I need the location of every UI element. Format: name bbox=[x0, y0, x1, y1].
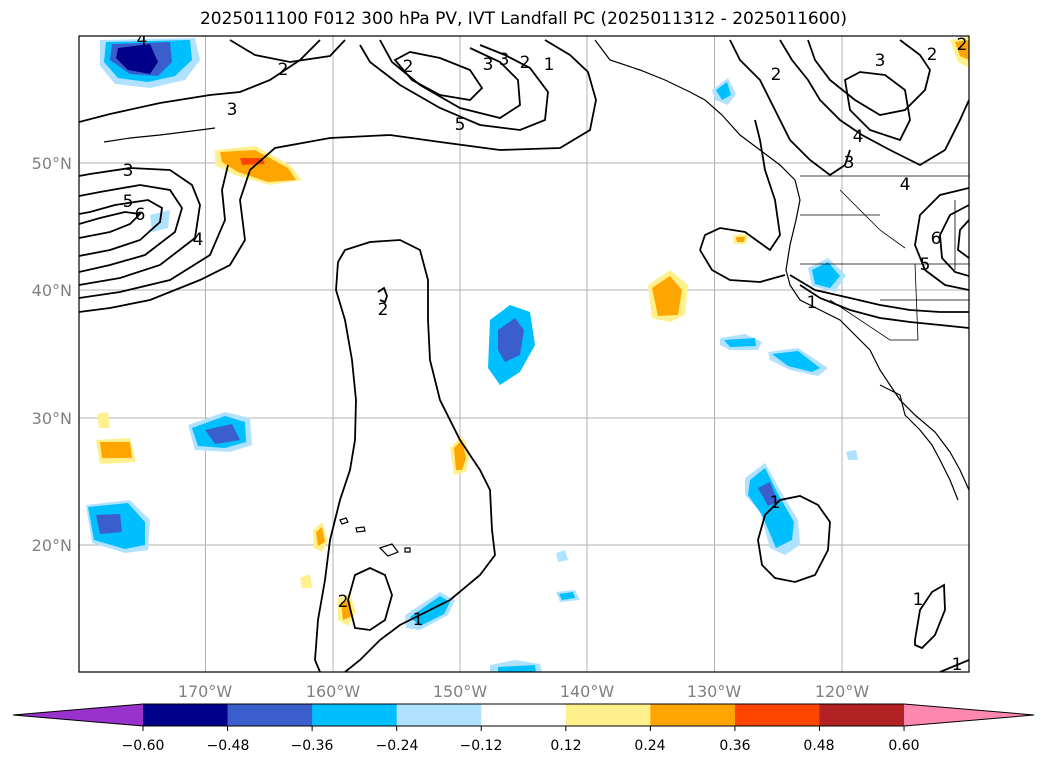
coastlines bbox=[103, 39, 969, 557]
contour-label: 1 bbox=[544, 55, 555, 75]
colorbar-tick-label: 0.12 bbox=[550, 738, 581, 754]
lat-tick-labels: 50°N 40°N 30°N 20°N bbox=[32, 154, 72, 555]
plot-title: 2025011100 F012 300 hPa PV, IVT Landfall… bbox=[199, 9, 847, 29]
contour-label: 3 bbox=[875, 51, 886, 71]
contour-label: 4 bbox=[193, 230, 204, 250]
contour-label: 3 bbox=[499, 50, 510, 70]
contour-label: 1 bbox=[807, 293, 818, 313]
ivt-shading bbox=[86, 36, 969, 672]
colorbar-segment bbox=[396, 704, 482, 726]
colorbar-segment bbox=[565, 704, 651, 726]
lat-tick-label: 50°N bbox=[32, 154, 72, 173]
contour-label: 1 bbox=[413, 610, 424, 630]
colorbar-segment bbox=[143, 704, 229, 726]
contour-label: 5 bbox=[920, 255, 931, 275]
contour-label: 1 bbox=[913, 590, 924, 610]
contour-label: 2 bbox=[771, 65, 782, 85]
contour-label: 3 bbox=[227, 100, 238, 120]
contour-label: 3 bbox=[483, 55, 494, 75]
colorbar-tick-label: 0.24 bbox=[634, 738, 665, 754]
colorbar-segment bbox=[734, 704, 820, 726]
contour-labels: 2 3 4 5 6 2 3 4 5 3 2 2 3 3 4 2 3 4 5 6 … bbox=[123, 30, 968, 675]
lon-tick-label: 160°W bbox=[306, 682, 361, 701]
colorbar-extend-min bbox=[13, 704, 143, 726]
borders bbox=[800, 175, 969, 341]
colorbar-tick-label: −0.60 bbox=[122, 738, 165, 754]
lon-tick-label: 170°W bbox=[178, 682, 233, 701]
contour-label: 3 bbox=[123, 161, 134, 181]
contour-label: 2 bbox=[520, 53, 531, 73]
contour-label: 2 bbox=[927, 45, 938, 65]
colorbar bbox=[12, 703, 1035, 731]
colorbar-tick-label: −0.36 bbox=[291, 738, 334, 754]
colorbar-tick-label: −0.24 bbox=[376, 738, 419, 754]
colorbar-segment bbox=[650, 704, 736, 726]
contour-label: 4 bbox=[900, 175, 911, 195]
lon-tick-label: 140°W bbox=[560, 682, 615, 701]
contour-label: 6 bbox=[135, 205, 146, 225]
colorbar-tick-label: 0.36 bbox=[719, 738, 750, 754]
map-frame bbox=[78, 35, 970, 673]
lon-tick-label: 120°W bbox=[815, 682, 870, 701]
colorbar-segment bbox=[312, 704, 398, 726]
lon-tick-labels: 170°W 160°W 150°W 140°W 130°W 120°W bbox=[178, 682, 870, 701]
lat-tick-label: 30°N bbox=[32, 409, 72, 428]
contour-label: 4 bbox=[137, 30, 148, 50]
lon-tick-label: 150°W bbox=[433, 682, 488, 701]
colorbar-segment bbox=[481, 704, 567, 726]
colorbar-tick-label: −0.12 bbox=[460, 738, 503, 754]
colorbar-segment bbox=[819, 704, 905, 726]
contour-label: 3 bbox=[844, 153, 855, 173]
contour-label: 5 bbox=[455, 115, 466, 135]
contour-label: 6 bbox=[931, 229, 942, 249]
colorbar-tick-label: 0.48 bbox=[803, 738, 834, 754]
contour-label: 5 bbox=[123, 192, 134, 212]
contour-label: 2 bbox=[338, 592, 349, 612]
colorbar-tick-label: 0.60 bbox=[888, 738, 919, 754]
contour-label: 2 bbox=[403, 57, 414, 77]
colorbar-extend-max bbox=[904, 704, 1035, 726]
colorbar-segment bbox=[227, 704, 313, 726]
contour-label: 2 bbox=[957, 35, 968, 55]
colorbar-tick-label: −0.48 bbox=[207, 738, 250, 754]
contour-label: 1 bbox=[952, 655, 963, 675]
colorbar-tick-labels: −0.60 −0.48 −0.36 −0.24 −0.12 0.12 0.24 … bbox=[122, 738, 920, 754]
contour-label: 1 bbox=[770, 493, 781, 513]
lon-tick-label: 130°W bbox=[687, 682, 742, 701]
contour-label: 2 bbox=[378, 300, 389, 320]
pv-contours bbox=[79, 39, 969, 672]
lat-tick-label: 40°N bbox=[32, 281, 72, 300]
contour-label: 4 bbox=[853, 127, 864, 147]
lat-tick-label: 20°N bbox=[32, 536, 72, 555]
contour-label: 2 bbox=[278, 60, 289, 80]
